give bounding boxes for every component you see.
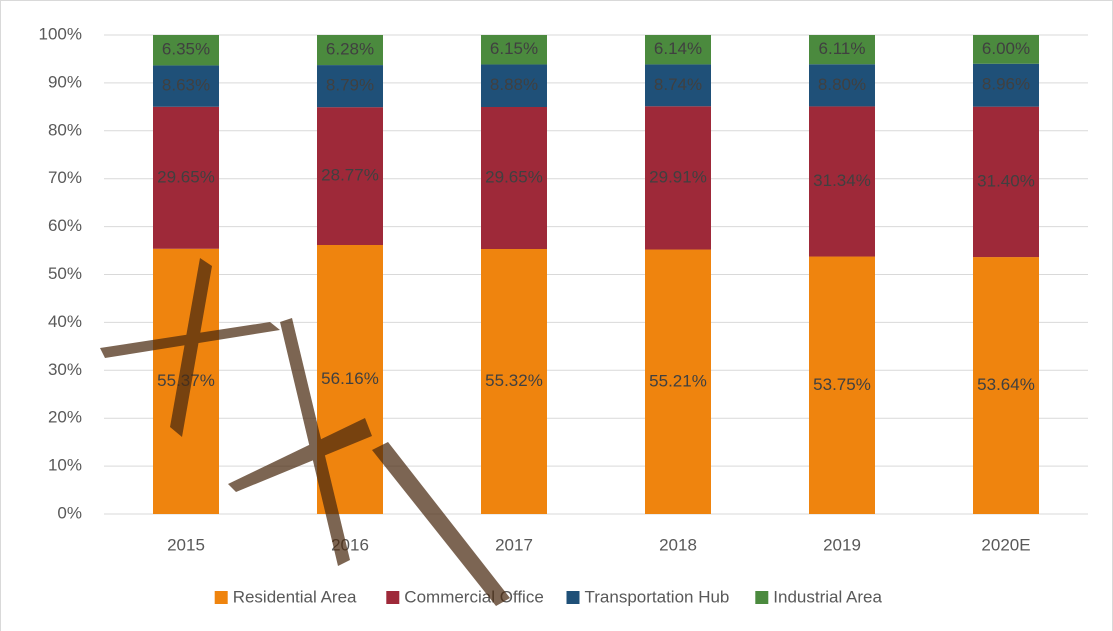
bar-segment — [153, 106, 219, 249]
x-tick-label: 2019 — [823, 535, 861, 554]
value-label: 8.88% — [490, 75, 538, 94]
value-label: 6.28% — [326, 40, 374, 59]
y-tick-label: 90% — [48, 72, 82, 91]
value-label: 8.74% — [654, 75, 702, 94]
bar-segment — [317, 65, 383, 108]
legend-swatch — [755, 591, 769, 604]
legend-label: Commercial Office — [404, 587, 544, 606]
bar-segment — [645, 64, 711, 107]
x-tick-label: 2017 — [495, 535, 533, 554]
value-label: 56.16% — [321, 369, 379, 388]
value-label: 8.63% — [162, 76, 210, 95]
value-label: 6.14% — [654, 39, 702, 58]
value-label: 8.96% — [982, 75, 1030, 94]
bar-segment — [809, 256, 875, 514]
bar-segment — [481, 106, 547, 250]
legend-swatch — [566, 591, 580, 604]
bar-segment — [153, 35, 219, 66]
watermark — [100, 258, 510, 606]
y-tick-label: 0% — [57, 503, 82, 522]
y-tick-label: 30% — [48, 360, 82, 379]
y-tick-label: 80% — [48, 120, 82, 139]
y-tick-label: 60% — [48, 216, 82, 235]
bar-segment — [645, 249, 711, 514]
bar-segment — [317, 107, 383, 245]
bar-segment — [973, 106, 1039, 258]
bar-segment — [153, 65, 219, 107]
y-tick-label: 40% — [48, 312, 82, 331]
value-label: 29.65% — [485, 167, 543, 186]
bar-segment — [481, 249, 547, 514]
bar-segment — [973, 257, 1039, 514]
bar-segment — [973, 35, 1039, 64]
value-label: 55.32% — [485, 371, 543, 390]
bar-segment — [645, 35, 711, 65]
bar-segment — [645, 106, 711, 250]
value-label: 6.11% — [819, 39, 866, 58]
value-label: 8.79% — [326, 76, 374, 95]
x-tick-label: 2018 — [659, 535, 697, 554]
legend-label: Industrial Area — [773, 587, 882, 606]
legend-swatch — [386, 591, 400, 604]
value-label: 29.91% — [649, 167, 707, 186]
value-label: 29.65% — [157, 167, 215, 186]
value-label: 8.80% — [818, 75, 866, 94]
y-tick-label: 50% — [48, 264, 82, 283]
bar-segment — [809, 35, 875, 65]
value-label: 53.75% — [813, 375, 871, 394]
bar-segment — [809, 106, 875, 257]
value-label: 6.00% — [982, 39, 1030, 58]
y-tick-label: 20% — [48, 408, 82, 427]
value-label: 6.35% — [162, 40, 210, 59]
legend-label: Transportation Hub — [585, 587, 730, 606]
y-tick-label: 100% — [39, 24, 82, 43]
value-label: 31.40% — [977, 171, 1035, 190]
legend-label: Residential Area — [233, 587, 357, 606]
y-tick-label: 10% — [48, 456, 82, 475]
value-label: 55.21% — [649, 371, 707, 390]
bar-segment — [809, 64, 875, 107]
x-tick-label: 2015 — [167, 535, 205, 554]
value-label: 31.34% — [813, 171, 871, 190]
bar-segment — [481, 64, 547, 107]
legend-swatch — [214, 591, 228, 604]
bar-segment — [317, 35, 383, 66]
value-label: 6.15% — [490, 39, 538, 58]
plot: 0% 10% 20% 30% 40% 50% 60% 70% 80% 90% 100% 2015 55.… — [39, 24, 1088, 606]
y-tick-label: 70% — [48, 168, 82, 187]
x-tick-label: 2020E — [981, 535, 1030, 554]
value-label: 53.64% — [977, 375, 1035, 394]
value-label: 28.77% — [321, 166, 379, 185]
bar-segment — [481, 35, 547, 65]
bar-segment — [973, 63, 1039, 107]
